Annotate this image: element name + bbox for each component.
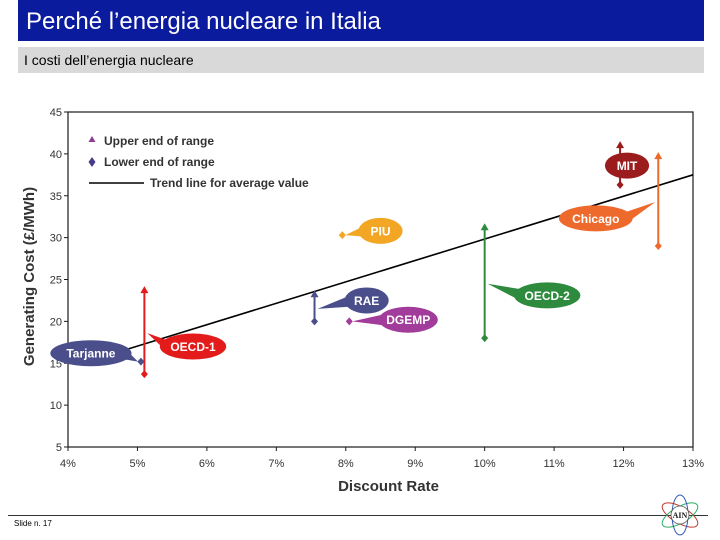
logo-text: AIN xyxy=(673,511,688,520)
y-tick-label: 15 xyxy=(50,358,62,370)
plot-frame xyxy=(67,111,694,448)
study-mit: MIT xyxy=(604,141,650,189)
subtitle-bar: I costi dell’energia nucleare xyxy=(18,47,704,73)
study-oecd-2: OECD-2 xyxy=(480,223,581,343)
legend-upper-label: Upper end of range xyxy=(104,134,214,148)
callout-bubble-chicago xyxy=(558,205,633,232)
legend-lower-marker xyxy=(88,157,96,167)
y-tick-label: 30 xyxy=(50,233,62,245)
x-tick-label: 10% xyxy=(474,458,496,470)
y-tick-label: 40 xyxy=(50,149,62,161)
x-tick-label: 7% xyxy=(268,458,284,470)
callout-tail-rae xyxy=(317,294,353,309)
upper-marker-oecd-1 xyxy=(140,286,149,294)
lower-marker-oecd-1 xyxy=(140,370,148,379)
point-marker-piu xyxy=(338,231,346,240)
upper-marker-mit xyxy=(616,141,625,149)
x-tick-label: 11% xyxy=(544,458,565,470)
callout-label-rae: RAE xyxy=(354,294,379,308)
x-tick-label: 13% xyxy=(682,458,704,470)
callout-tail-dgemp xyxy=(352,313,387,326)
callout-bubble-dgemp xyxy=(378,306,438,333)
legend-lower-label: Lower end of range xyxy=(104,155,215,169)
callout-bubble-oecd-1 xyxy=(159,333,227,360)
slide-subtitle: I costi dell’energia nucleare xyxy=(24,52,194,68)
y-axis-title: Generating Cost (£/MWh) xyxy=(21,187,38,366)
legend-trend-label: Trend line for average value xyxy=(150,176,309,190)
y-tick-label: 20 xyxy=(50,316,62,328)
x-tick-label: 12% xyxy=(613,458,635,470)
x-tick-label: 5% xyxy=(129,458,145,470)
cost-chart: 5 10 15 20 25 30 35 40 45 4% 5% 6% 7% 8% 9% 10% 11% 12% 13… xyxy=(21,107,704,495)
slide-title: Perché l’energia nucleare in Italia xyxy=(26,8,381,35)
y-tick-label: 25 xyxy=(50,275,62,287)
callout-label-oecd-1: OECD-1 xyxy=(170,340,216,354)
x-axis-title: Discount Rate xyxy=(338,478,439,495)
legend-upper-marker xyxy=(88,136,96,142)
upper-marker-chicago xyxy=(654,152,663,160)
slide-number: Slide n. 17 xyxy=(14,519,52,528)
x-tick-label: 6% xyxy=(199,458,215,470)
lower-marker-mit xyxy=(616,180,624,189)
callout-bubble-tarjanne xyxy=(50,340,132,367)
lower-marker-chicago xyxy=(654,242,662,250)
y-tick-label: 35 xyxy=(50,191,62,203)
y-tick-label: 5 xyxy=(56,442,62,454)
footer-divider xyxy=(8,515,708,516)
study-dgemp: DGEMP xyxy=(345,306,438,333)
y-tick-label: 45 xyxy=(50,107,62,119)
study-piu: PIU xyxy=(338,217,403,244)
callout-label-dgemp: DGEMP xyxy=(386,313,430,327)
callout-tail-oecd-2 xyxy=(487,283,522,302)
point-marker-dgemp xyxy=(345,317,353,326)
x-tick-label: 8% xyxy=(338,458,354,470)
y-tick-label: 10 xyxy=(50,400,62,412)
study-chicago: Chicago xyxy=(558,152,663,250)
callout-label-mit: MIT xyxy=(617,159,638,173)
study-tarjanne: Tarjanne xyxy=(50,340,145,367)
callout-label-chicago: Chicago xyxy=(572,212,619,226)
callout-bubble-rae xyxy=(344,287,389,314)
callout-bubble-piu xyxy=(358,217,403,244)
point-marker-tarjanne xyxy=(137,357,145,366)
ain-logo-icon: AIN xyxy=(661,494,699,536)
lower-marker-rae xyxy=(311,317,319,326)
x-tick-label: 9% xyxy=(407,458,423,470)
callout-label-tarjanne: Tarjanne xyxy=(66,347,115,361)
study-rae: RAE xyxy=(310,287,389,326)
upper-marker-oecd-2 xyxy=(480,223,489,231)
callout-bubble-oecd-2 xyxy=(513,282,581,309)
callout-label-oecd-2: OECD-2 xyxy=(524,289,570,303)
lower-marker-oecd-2 xyxy=(481,334,489,343)
x-tick-label: 4% xyxy=(60,458,76,470)
callout-label-piu: PIU xyxy=(370,224,390,238)
title-bar: Perché l’energia nucleare in Italia xyxy=(18,0,704,44)
study-oecd-1: OECD-1 xyxy=(140,286,227,379)
callout-bubble-mit xyxy=(604,152,650,179)
upper-marker-rae xyxy=(310,290,319,298)
